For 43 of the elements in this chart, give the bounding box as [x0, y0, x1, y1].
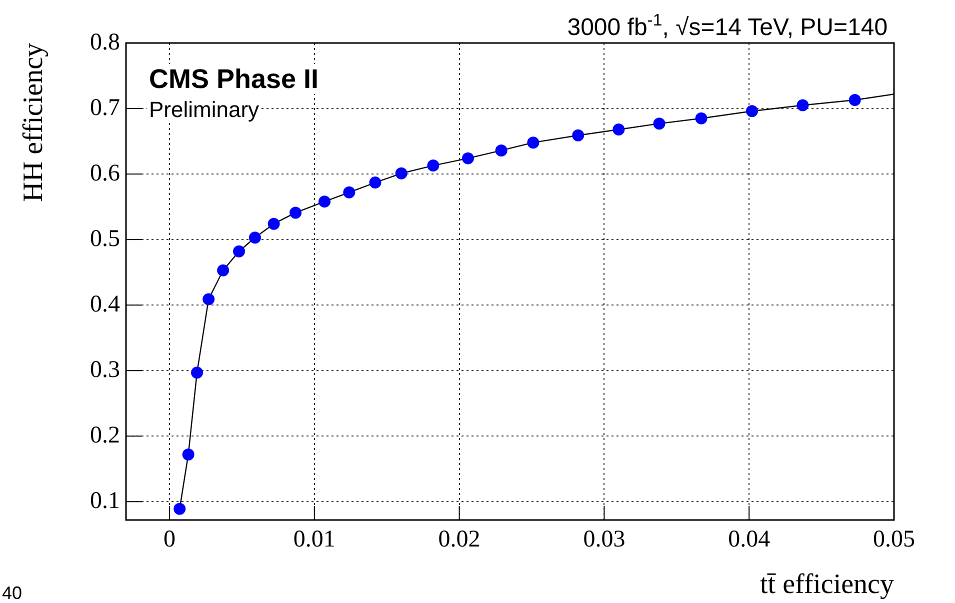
point: [695, 112, 708, 124]
x-axis-title: tt̄ efficiency: [760, 569, 894, 600]
point: [318, 196, 331, 208]
y-tick-label: 0.5: [90, 226, 120, 252]
point: [233, 245, 246, 258]
point: [462, 152, 474, 164]
text: 40: [2, 583, 22, 603]
point: [653, 118, 666, 130]
point: [182, 448, 194, 460]
y-tick-label: 0.7: [90, 94, 120, 121]
y-tick-label: 0.6: [90, 160, 120, 186]
y-tick-label: 0.2: [90, 422, 120, 448]
point: [248, 232, 261, 244]
point: [612, 123, 625, 136]
point: [427, 160, 440, 172]
point: [191, 366, 204, 379]
point: [343, 186, 356, 198]
point: [746, 105, 758, 118]
point: [848, 94, 861, 106]
point: [290, 206, 302, 219]
y-tick-label: 0.1: [90, 488, 120, 514]
y-axis-title: HH efficiency: [18, 43, 49, 202]
y-tick-label: 0.8: [90, 29, 120, 56]
x-tick-label: 0.04: [728, 526, 770, 553]
point: [796, 99, 809, 112]
point: [174, 502, 186, 515]
y-tick-label: 0.3: [90, 356, 120, 383]
point: [268, 218, 280, 230]
x-tick-label: 0.02: [438, 526, 480, 553]
annotation: Preliminary: [149, 97, 260, 122]
point: [369, 176, 382, 189]
x-tick-label: 0.01: [293, 526, 336, 553]
x-tick-label: 0.05: [873, 526, 915, 553]
point: [202, 293, 215, 306]
annotation: CMS Phase II: [149, 64, 319, 94]
point: [217, 264, 230, 276]
point: [527, 136, 540, 149]
point: [495, 144, 508, 156]
x-tick-label: 0.03: [583, 526, 626, 553]
y-tick-label: 0.4: [90, 291, 120, 318]
x-tick-label: 0: [163, 526, 176, 553]
point: [395, 167, 408, 180]
point: [572, 129, 584, 142]
